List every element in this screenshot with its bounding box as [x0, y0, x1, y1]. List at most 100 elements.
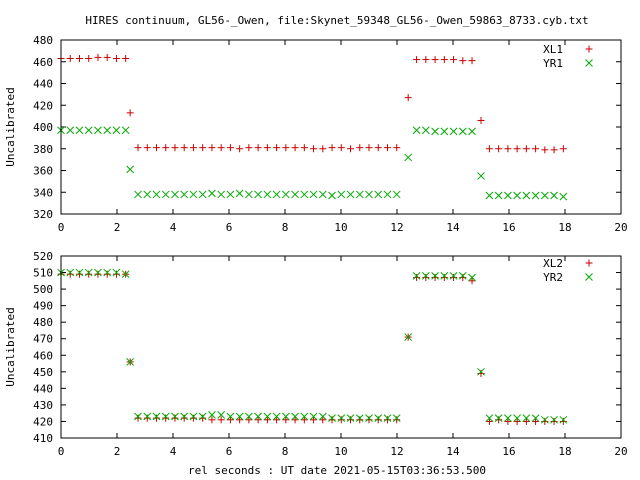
data-point-xl2 [291, 416, 299, 424]
data-point-yr1 [75, 126, 84, 135]
data-point-xl1 [75, 54, 83, 62]
data-point-xl2 [522, 417, 530, 425]
data-point-xl1 [468, 57, 476, 65]
data-point-yr2 [94, 268, 102, 277]
data-point-yr2 [531, 414, 540, 422]
data-point-xl2 [112, 270, 120, 278]
data-point-yr1 [84, 126, 93, 135]
data-point-yr1 [328, 191, 336, 200]
data-point-yr2 [485, 414, 494, 422]
data-point-yr1 [355, 190, 364, 199]
data-point-yr1 [374, 190, 383, 199]
top-y-tick-label: 460 [33, 56, 53, 69]
data-point-xl1 [319, 145, 327, 153]
bottom-x-tick-label: 20 [614, 445, 627, 458]
top-y-tick-label: 480 [33, 34, 53, 47]
data-point-yr2 [161, 412, 170, 421]
data-point-yr1 [494, 191, 503, 200]
data-point-yr2 [337, 414, 346, 422]
data-point-yr1 [440, 127, 449, 136]
data-point-xl1 [273, 144, 281, 152]
data-point-yr2 [134, 412, 142, 421]
data-point-yr1 [180, 190, 189, 199]
data-point-xl1 [208, 144, 216, 152]
data-point-yr1 [235, 189, 244, 198]
top-x-tick-label: 6 [226, 221, 233, 234]
data-point-yr2 [431, 272, 439, 280]
data-point-xl1 [171, 144, 179, 152]
data-point-xl2 [254, 416, 262, 424]
chart-title: HIRES continuum, GL56-_Owen, file:Skynet… [85, 14, 588, 27]
data-point-yr2 [328, 414, 336, 422]
data-point-yr2 [392, 414, 401, 422]
top-y-tick-label: 360 [33, 165, 53, 178]
data-point-yr2 [365, 414, 373, 422]
data-point-xl1 [189, 144, 197, 152]
bottom-x-tick-label: 14 [446, 445, 460, 458]
data-point-yr2 [75, 268, 84, 277]
bottom-y-tick-label: 480 [33, 316, 53, 329]
data-point-xl2 [413, 274, 421, 282]
data-point-xl2 [162, 414, 170, 422]
bottom-legend: XL2 YR2 [543, 257, 593, 284]
data-point-yr2 [300, 412, 309, 421]
data-point-yr1 [383, 190, 392, 199]
data-point-yr1 [171, 190, 179, 199]
data-point-xl1 [94, 53, 102, 61]
data-point-yr2 [550, 415, 558, 424]
data-point-xl1 [300, 144, 308, 152]
data-point-xl1 [413, 56, 421, 64]
data-point-xl1 [485, 145, 493, 153]
data-point-yr1 [504, 191, 512, 200]
legend-label-yr1: YR1 [543, 57, 563, 70]
data-point-xl2 [504, 417, 512, 425]
data-point-yr1 [66, 126, 75, 135]
data-point-xl2 [199, 414, 207, 422]
data-point-yr2 [281, 412, 290, 421]
data-point-yr1 [559, 192, 568, 201]
data-point-xl2 [532, 417, 540, 425]
data-point-yr1 [217, 190, 226, 199]
data-point-xl2 [180, 414, 188, 422]
data-point-yr2 [254, 412, 262, 421]
top-x-tick-label: 14 [446, 221, 460, 234]
data-point-xl1 [337, 144, 345, 152]
top-plot-frame [60, 39, 622, 215]
data-point-yr1 [152, 190, 161, 199]
data-point-xl1 [310, 145, 318, 153]
data-point-xl1 [347, 145, 355, 153]
bottom-x-tick-label: 10 [334, 445, 347, 458]
data-point-yr1 [513, 191, 521, 200]
bottom-y-tick-label: 420 [33, 415, 53, 428]
data-point-yr2 [383, 414, 392, 422]
data-point-xl1 [180, 144, 188, 152]
bottom-x-tick-label: 4 [170, 445, 177, 458]
data-point-xl2 [189, 414, 197, 422]
top-y-tick-label: 400 [33, 121, 53, 134]
data-point-yr1 [485, 191, 494, 200]
legend-symbol-xl1 [585, 45, 593, 53]
data-point-xl2 [468, 277, 476, 285]
data-point-yr2 [374, 414, 383, 422]
data-point-yr2 [309, 412, 318, 421]
data-point-yr2 [477, 367, 485, 376]
top-x-tick-label: 4 [170, 221, 177, 234]
bottom-y-tick-label: 460 [33, 349, 53, 362]
data-point-xl2 [134, 414, 142, 422]
top-panel: 0 2 4 6 8 10 12 14 16 18 20 320 340 360 380 400 420 440 46… [4, 34, 628, 234]
data-point-yr1 [449, 127, 458, 136]
data-point-yr2 [245, 412, 253, 421]
data-point-xl1 [254, 144, 262, 152]
data-point-yr2 [291, 412, 299, 421]
bottom-y-tick-label: 520 [33, 250, 53, 263]
data-point-yr2 [522, 414, 531, 422]
data-point-xl1 [356, 144, 364, 152]
legend-label-xl2: XL2 [543, 257, 563, 270]
data-point-yr1 [412, 126, 421, 135]
data-point-xl2 [550, 417, 558, 425]
data-point-xl1 [541, 146, 549, 154]
data-point-xl2 [319, 416, 327, 424]
data-point-xl2 [559, 417, 567, 425]
legend-marker-xl2 [585, 259, 593, 267]
data-point-xl2 [485, 417, 493, 425]
